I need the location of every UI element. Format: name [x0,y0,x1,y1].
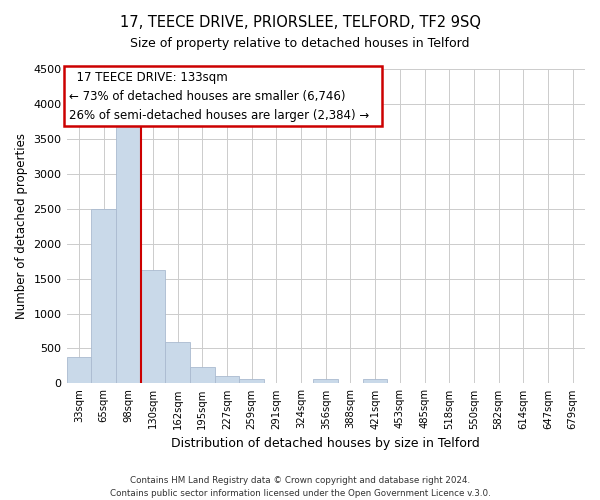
Bar [313,379,338,384]
Text: 17, TEECE DRIVE, PRIORSLEE, TELFORD, TF2 9SQ: 17, TEECE DRIVE, PRIORSLEE, TELFORD, TF2… [119,15,481,30]
Text: Size of property relative to detached houses in Telford: Size of property relative to detached ho… [130,38,470,51]
Bar [363,379,388,384]
Bar [215,376,239,384]
Bar [91,208,116,384]
Bar [67,357,91,384]
Text: 17 TEECE DRIVE: 133sqm
← 73% of detached houses are smaller (6,746)
26% of semi-: 17 TEECE DRIVE: 133sqm ← 73% of detached… [69,70,377,122]
Bar [140,270,165,384]
Y-axis label: Number of detached properties: Number of detached properties [15,133,28,319]
Bar [239,379,264,384]
Text: Contains HM Land Registry data © Crown copyright and database right 2024.
Contai: Contains HM Land Registry data © Crown c… [110,476,490,498]
Bar [165,342,190,384]
Bar [190,366,215,384]
Bar [116,125,140,384]
X-axis label: Distribution of detached houses by size in Telford: Distribution of detached houses by size … [172,437,480,450]
